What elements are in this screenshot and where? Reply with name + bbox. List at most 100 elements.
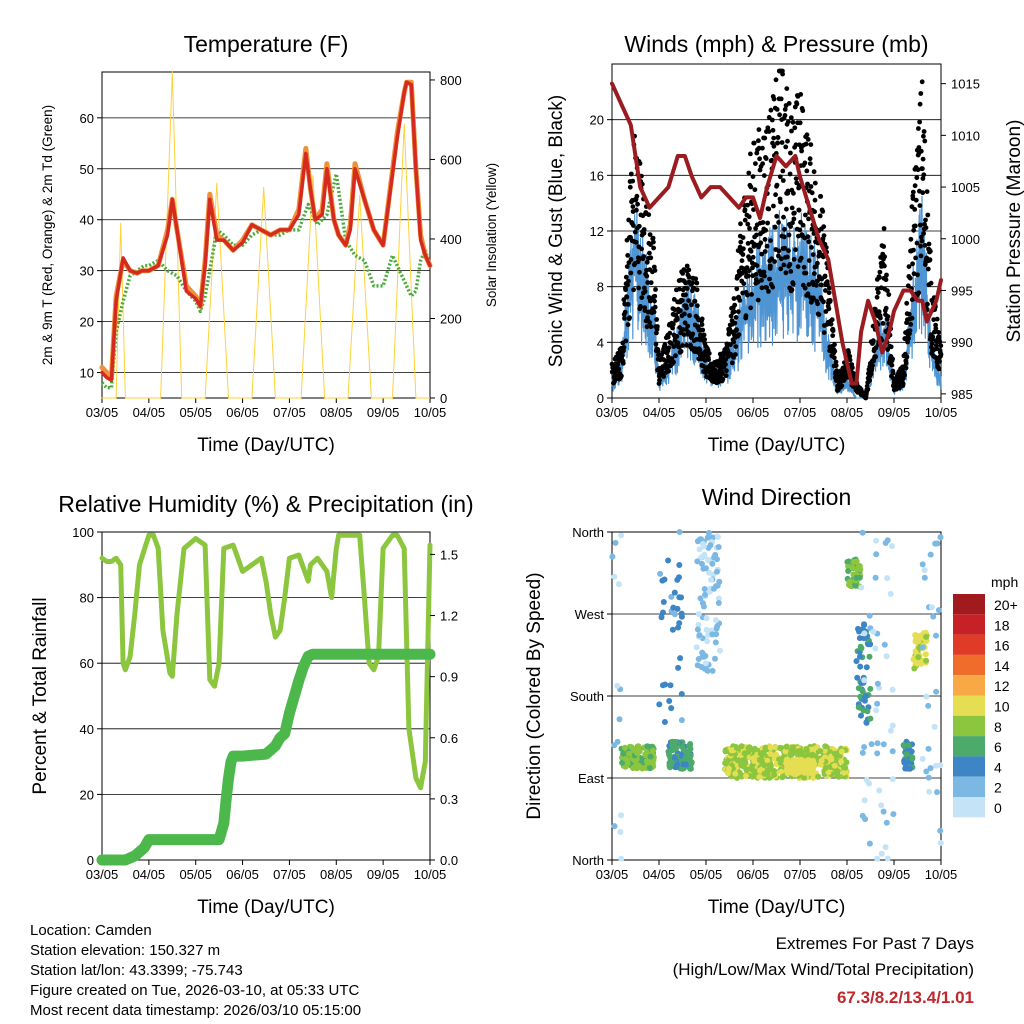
direction-point	[764, 771, 771, 778]
gust-point	[830, 328, 836, 334]
gust-point	[867, 378, 872, 383]
gust-point	[738, 239, 744, 245]
gust-point	[789, 205, 795, 211]
gust-point	[625, 322, 631, 328]
direction-point	[707, 542, 714, 549]
legend-swatch	[953, 776, 985, 797]
direction-point	[668, 593, 675, 600]
direction-point	[687, 752, 694, 759]
gust-point	[745, 241, 751, 246]
direction-point	[671, 754, 678, 761]
gust-point	[625, 253, 631, 258]
direction-point	[615, 581, 622, 588]
gust-point	[885, 288, 890, 294]
gust-point	[623, 338, 629, 344]
gust-point	[720, 376, 726, 382]
legend-label: 2	[994, 780, 1002, 796]
gust-point	[632, 229, 638, 235]
direction-point	[713, 583, 719, 590]
gust-point	[925, 212, 931, 218]
gust-point	[790, 281, 796, 287]
gust-point	[754, 232, 759, 238]
direction-point	[855, 685, 862, 692]
gust-point	[908, 322, 914, 327]
direction-point	[788, 766, 795, 773]
direction-point	[702, 591, 709, 598]
gust-point	[731, 339, 737, 345]
gust-point	[753, 272, 759, 277]
gust-point	[765, 220, 770, 226]
x-tick-label: 06/05	[226, 405, 259, 420]
gust-point	[911, 227, 917, 233]
gust-point	[902, 336, 908, 341]
gust-point	[915, 167, 921, 173]
direction-point	[685, 748, 692, 755]
x-axis-label: Time (Day/UTC)	[197, 897, 335, 918]
gust-point	[624, 294, 630, 300]
gust-point	[652, 268, 658, 273]
direction-point	[874, 680, 881, 687]
x-tick-label: 03/05	[86, 405, 119, 420]
gust-point	[748, 248, 754, 254]
gust-point	[761, 269, 767, 275]
direction-point	[732, 770, 739, 777]
direction-point	[628, 744, 635, 751]
gust-point	[647, 232, 653, 238]
gust-point	[748, 305, 753, 311]
gust-point	[680, 343, 685, 348]
gust-point	[915, 272, 920, 278]
x-tick-label: 08/05	[320, 867, 353, 882]
direction-point	[743, 773, 749, 779]
legend-label: 12	[994, 678, 1010, 694]
gust-point	[839, 383, 845, 389]
direction-point	[925, 745, 932, 752]
gust-point	[750, 174, 756, 180]
gust-point	[747, 257, 753, 262]
y-tick-label: 0	[597, 391, 604, 406]
direction-point	[921, 567, 928, 574]
direction-point	[857, 693, 864, 700]
direction-point	[676, 562, 683, 568]
gust-point	[625, 282, 630, 288]
extremes-subtitle: (High/Low/Max Wind/Total Precipitation)	[672, 960, 974, 979]
direction-point	[919, 561, 926, 568]
direction-point	[643, 758, 650, 765]
gust-point	[906, 264, 912, 269]
gust-point	[740, 252, 746, 257]
direction-point	[777, 745, 784, 752]
direction-point	[656, 701, 663, 708]
direction-point	[706, 569, 713, 576]
info-created: Figure created on Tue, 2026-03-10, at 05…	[30, 982, 360, 999]
gust-point	[628, 270, 634, 276]
gust-point	[876, 309, 882, 315]
gust-point	[927, 257, 933, 263]
y-tick-label: 8	[597, 280, 604, 295]
legend-swatch	[953, 675, 985, 696]
gust-point	[882, 254, 887, 260]
info-location: Location: Camden	[30, 922, 152, 939]
y-tick-label: 30	[80, 264, 94, 279]
gust-point	[934, 316, 940, 322]
series-gust	[609, 68, 944, 401]
direction-point	[717, 647, 723, 654]
direction-point	[634, 749, 640, 756]
x-tick-label: 06/05	[737, 405, 770, 420]
gust-point	[822, 273, 828, 279]
gust-point	[674, 317, 680, 322]
gust-point	[647, 320, 652, 325]
direction-point	[803, 761, 810, 768]
gust-point	[740, 235, 746, 241]
chart-title: Relative Humidity (%) & Precipitation (i…	[58, 491, 473, 517]
series-2m-t	[100, 80, 432, 382]
extremes-title: Extremes For Past 7 Days	[775, 934, 974, 953]
gust-point	[912, 207, 918, 212]
direction-point	[864, 708, 871, 715]
series-pressure	[610, 81, 943, 386]
direction-point	[757, 767, 763, 774]
y-tick-label: 60	[80, 111, 94, 126]
gust-point	[832, 348, 838, 354]
gust-point	[779, 256, 784, 262]
gust-point	[804, 168, 810, 174]
y-axis-label: Direction (Colored By Speed)	[524, 572, 545, 819]
gust-point	[681, 332, 687, 337]
